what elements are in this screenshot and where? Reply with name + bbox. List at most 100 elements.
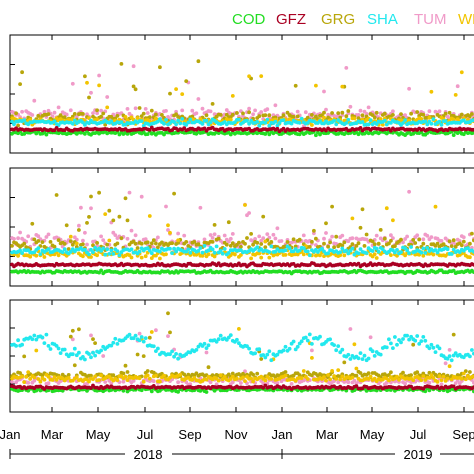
point-grg bbox=[147, 115, 152, 119]
point-whu bbox=[103, 212, 108, 217]
point-sha bbox=[405, 333, 409, 338]
point-sha bbox=[72, 346, 77, 351]
point-sha bbox=[131, 336, 136, 341]
point-whu bbox=[328, 377, 332, 382]
point-grg bbox=[417, 237, 422, 242]
panel-points bbox=[10, 311, 474, 394]
point-sha bbox=[305, 338, 310, 343]
point-sha bbox=[419, 250, 424, 255]
point-whu bbox=[174, 87, 179, 91]
point-sha bbox=[283, 248, 288, 253]
x-tick-label: Jul bbox=[410, 427, 427, 442]
point-tum bbox=[253, 108, 257, 113]
point-cod bbox=[83, 132, 87, 136]
point-grg bbox=[249, 232, 254, 236]
point-sha bbox=[297, 248, 302, 253]
point-grg bbox=[160, 113, 164, 117]
point-tum bbox=[273, 236, 278, 241]
point-whu bbox=[342, 253, 347, 258]
point-cod bbox=[99, 268, 103, 273]
point-tum bbox=[16, 236, 20, 241]
point-whu bbox=[81, 254, 85, 259]
point-sha bbox=[72, 118, 77, 123]
point-whu bbox=[263, 239, 268, 244]
point-sha bbox=[162, 121, 166, 126]
point-tum bbox=[10, 380, 14, 384]
point-sha bbox=[413, 338, 418, 343]
point-tum bbox=[273, 103, 278, 108]
point-tum bbox=[129, 228, 134, 233]
point-grg bbox=[421, 241, 426, 246]
point-whu bbox=[249, 376, 254, 381]
point-sha bbox=[111, 252, 116, 256]
point-whu bbox=[257, 251, 262, 256]
point-tum bbox=[176, 380, 181, 385]
point-sha bbox=[340, 347, 345, 352]
point-whu bbox=[147, 376, 152, 381]
point-sha bbox=[307, 253, 312, 258]
point-grg bbox=[66, 373, 71, 377]
point-sha bbox=[10, 119, 14, 124]
point-tum bbox=[154, 328, 158, 333]
point-cod bbox=[145, 132, 150, 137]
point-sha bbox=[111, 340, 116, 345]
point-whu bbox=[326, 373, 330, 377]
point-grg bbox=[117, 214, 122, 219]
point-grg bbox=[356, 241, 361, 246]
point-whu bbox=[87, 379, 91, 384]
point-tum bbox=[164, 109, 168, 113]
point-tum bbox=[56, 105, 61, 110]
point-sha bbox=[407, 251, 411, 256]
point-sha bbox=[445, 247, 450, 252]
point-sha bbox=[326, 251, 330, 256]
point-whu bbox=[137, 376, 142, 381]
point-grg bbox=[259, 357, 264, 361]
point-whu bbox=[105, 105, 110, 110]
point-grg bbox=[72, 112, 77, 116]
point-grg bbox=[123, 363, 128, 368]
point-tum bbox=[368, 335, 373, 340]
point-tum bbox=[77, 223, 81, 228]
point-grg bbox=[399, 112, 403, 116]
point-tum bbox=[125, 107, 130, 111]
point-tum bbox=[403, 113, 407, 118]
point-tum bbox=[265, 232, 270, 237]
point-grg bbox=[111, 373, 116, 377]
point-tum bbox=[212, 232, 217, 237]
point-sha bbox=[12, 122, 16, 127]
point-grg bbox=[22, 354, 27, 359]
point-sha bbox=[384, 345, 389, 350]
point-sha bbox=[263, 355, 268, 360]
point-grg bbox=[62, 115, 67, 119]
point-grg bbox=[204, 113, 209, 118]
point-sha bbox=[466, 246, 470, 251]
point-whu bbox=[301, 369, 306, 373]
point-sha bbox=[257, 347, 262, 352]
point-tum bbox=[143, 237, 148, 242]
point-sha bbox=[295, 344, 300, 349]
point-grg bbox=[251, 242, 256, 247]
point-sha bbox=[139, 335, 144, 339]
point-grg bbox=[326, 244, 330, 249]
panel-points bbox=[10, 189, 474, 276]
point-whu bbox=[336, 368, 341, 372]
point-sha bbox=[362, 353, 367, 358]
point-sha bbox=[172, 246, 177, 251]
point-tum bbox=[208, 380, 213, 385]
point-whu bbox=[318, 253, 322, 258]
point-grg bbox=[336, 111, 341, 115]
point-sha bbox=[70, 121, 75, 126]
point-grg bbox=[119, 236, 124, 241]
point-sha bbox=[376, 249, 381, 254]
point-grg bbox=[46, 112, 51, 116]
point-sha bbox=[301, 246, 306, 251]
point-whu bbox=[322, 115, 326, 120]
point-whu bbox=[247, 74, 252, 79]
point-sha bbox=[89, 355, 93, 360]
point-sha bbox=[103, 252, 108, 257]
point-tum bbox=[230, 380, 235, 385]
legend: COD GFZ GRG SHA TUM WHU bbox=[232, 11, 474, 28]
point-whu bbox=[305, 377, 310, 381]
point-grg bbox=[376, 241, 381, 246]
point-tum bbox=[91, 111, 95, 115]
